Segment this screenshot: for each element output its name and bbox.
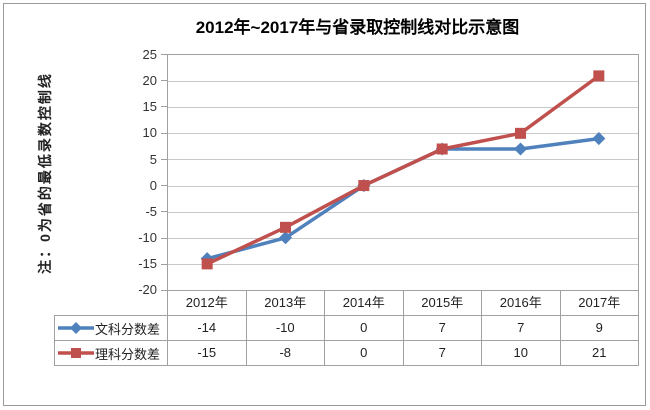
gridline bbox=[168, 264, 638, 265]
y-axis-tick bbox=[161, 54, 167, 55]
table-header-cell: 2017年 bbox=[559, 291, 639, 315]
y-tick-label: -5 bbox=[145, 204, 157, 219]
chart-title: 2012年~2017年与省录取控制线对比示意图 bbox=[195, 18, 520, 37]
table-value-cell: 0 bbox=[324, 341, 403, 365]
table-value-cell: -10 bbox=[245, 316, 325, 340]
table-value-cell: 9 bbox=[559, 316, 639, 340]
table-header-cell: 2014年 bbox=[324, 291, 403, 315]
y-axis-tick bbox=[161, 238, 167, 239]
gridline bbox=[168, 81, 638, 82]
series-line bbox=[206, 136, 600, 261]
data-point-marker-diamond bbox=[592, 132, 606, 146]
table-value-cell: 10 bbox=[481, 341, 560, 365]
y-axis-tick bbox=[161, 80, 167, 81]
legend-cell: 理科分数差 bbox=[55, 341, 167, 365]
y-tick-label: 20 bbox=[142, 73, 157, 88]
data-point-marker-square bbox=[515, 127, 526, 139]
table-header-cell: 2013年 bbox=[245, 291, 325, 315]
table-value-cell: -14 bbox=[167, 316, 246, 340]
table-row-series-like: 理科分数差 -15 -8 0 7 10 21 bbox=[54, 340, 639, 366]
gridline bbox=[168, 212, 638, 213]
data-point-marker-diamond bbox=[513, 142, 528, 156]
series-label: 理科分数差 bbox=[95, 346, 161, 362]
data-point-marker-square bbox=[201, 258, 213, 270]
table-value-cell: -8 bbox=[245, 341, 325, 365]
data-point-marker-square bbox=[71, 348, 81, 358]
series-lines-layer bbox=[200, 70, 606, 270]
y-tick-label: 10 bbox=[142, 125, 157, 140]
line-square-marker-icon bbox=[58, 348, 94, 358]
chart-plot-area bbox=[167, 54, 639, 291]
gridline bbox=[168, 107, 638, 108]
table-header-cell: 2012年 bbox=[185, 295, 228, 310]
table-value-cell: 7 bbox=[402, 341, 482, 365]
line-diamond-marker-icon bbox=[58, 322, 94, 334]
data-point-marker-square bbox=[593, 70, 605, 82]
table-value-cell: 0 bbox=[324, 316, 403, 340]
y-tick-label: 0 bbox=[149, 178, 157, 193]
y-tick-label: 25 bbox=[142, 47, 157, 62]
y-axis-note: 注：0为省的最低录数控制线 bbox=[37, 72, 53, 274]
y-axis-tick bbox=[161, 290, 167, 291]
table-row-series-wenke: 文科分数差 -14 -10 0 7 7 9 bbox=[54, 315, 639, 341]
y-tick-label: 5 bbox=[149, 152, 157, 167]
data-point-marker-diamond bbox=[70, 322, 82, 334]
y-tick-label: -20 bbox=[138, 282, 157, 297]
table-value-cell: 7 bbox=[402, 316, 482, 340]
data-point-marker-square bbox=[280, 221, 291, 233]
table-value-cell: 7 bbox=[481, 316, 560, 340]
gridline bbox=[168, 133, 638, 134]
table-value-cell: -15 bbox=[167, 341, 246, 365]
data-point-marker-square bbox=[358, 180, 370, 192]
y-axis-tick bbox=[161, 185, 167, 186]
legend-cell: 文科分数差 bbox=[55, 316, 167, 340]
y-tick-label: -10 bbox=[138, 230, 157, 245]
series-line bbox=[206, 74, 600, 266]
data-point-marker-square bbox=[436, 143, 448, 155]
table-header-cell: 2016年 bbox=[481, 291, 560, 315]
chart-frame-border bbox=[3, 3, 646, 406]
table-value-cell: 21 bbox=[559, 341, 639, 365]
table-header-cell: 2015年 bbox=[402, 291, 482, 315]
series-label: 文科分数差 bbox=[95, 321, 161, 337]
gridline bbox=[168, 159, 638, 160]
y-tick-label: -15 bbox=[138, 256, 157, 271]
gridline bbox=[168, 238, 638, 239]
gridline bbox=[168, 186, 638, 187]
y-axis-tick bbox=[161, 106, 167, 107]
y-axis-tick bbox=[161, 264, 167, 265]
table-header-row: 2012年 2013年 2014年 2015年 2016年 2017年 bbox=[167, 290, 639, 316]
y-axis-tick bbox=[161, 211, 167, 212]
y-axis-tick bbox=[161, 133, 167, 134]
y-axis-tick bbox=[161, 159, 167, 160]
y-tick-label: 15 bbox=[142, 99, 157, 114]
